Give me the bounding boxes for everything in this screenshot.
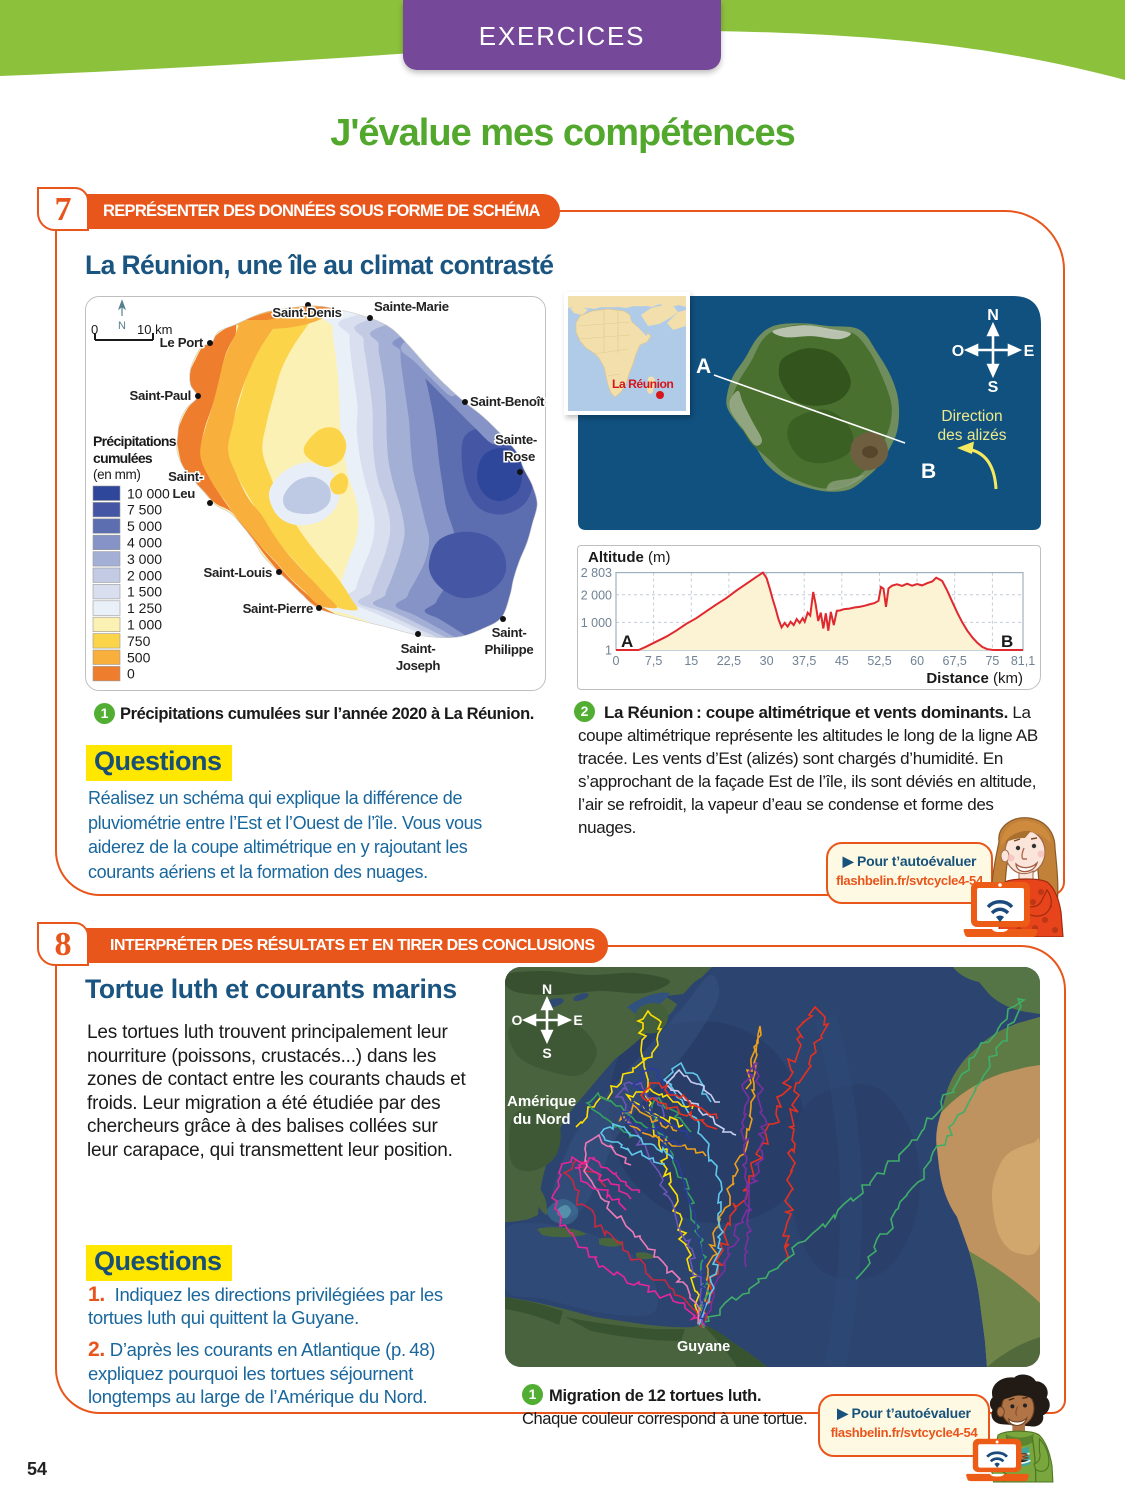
svg-text:Guyane: Guyane	[677, 1339, 730, 1355]
svg-text:La Réunion: La Réunion	[612, 377, 673, 391]
svg-text:3 000: 3 000	[127, 551, 162, 567]
svg-text:E: E	[1024, 343, 1035, 360]
svg-text:30: 30	[760, 654, 774, 668]
svg-text:Saint-Pierre: Saint-Pierre	[243, 601, 313, 616]
svg-text:S: S	[988, 379, 999, 396]
svg-text:Distance (km): Distance (km)	[926, 670, 1023, 687]
svg-text:(en mm): (en mm)	[93, 467, 140, 482]
svg-text:10 km: 10 km	[137, 322, 172, 337]
svg-text:A: A	[696, 355, 711, 378]
svg-text:52,5: 52,5	[867, 654, 891, 668]
svg-text:cumulées: cumulées	[93, 450, 153, 466]
svg-text:0: 0	[91, 322, 98, 337]
svg-text:Précipitations: Précipitations	[93, 433, 177, 449]
svg-text:N: N	[987, 307, 999, 324]
svg-text:S: S	[542, 1045, 551, 1061]
svg-text:Le Port: Le Port	[160, 335, 204, 350]
svg-text:des alizés: des alizés	[938, 427, 1007, 444]
svg-text:Leu: Leu	[172, 486, 195, 501]
svg-text:Joseph: Joseph	[396, 658, 441, 673]
svg-text:75: 75	[985, 654, 999, 668]
svg-text:Sainte-Marie: Sainte-Marie	[374, 299, 449, 314]
svg-text:Rose: Rose	[504, 449, 535, 464]
svg-text:2 000: 2 000	[127, 567, 162, 583]
svg-text:0: 0	[613, 654, 620, 668]
svg-text:Philippe: Philippe	[485, 642, 534, 657]
svg-text:81,1: 81,1	[1011, 654, 1035, 668]
svg-text:O: O	[512, 1012, 523, 1028]
svg-text:du Nord: du Nord	[513, 1111, 571, 1128]
svg-text:O: O	[952, 343, 964, 360]
svg-text:1 250: 1 250	[127, 600, 162, 616]
svg-text:15: 15	[684, 654, 698, 668]
svg-text:Saint-: Saint-	[492, 625, 527, 640]
svg-text:N: N	[118, 320, 126, 332]
svg-text:45: 45	[835, 654, 849, 668]
svg-text:2 000: 2 000	[581, 588, 612, 602]
svg-text:Saint-: Saint-	[168, 469, 203, 484]
svg-text:Saint-Louis: Saint-Louis	[204, 565, 273, 580]
svg-text:1 000: 1 000	[127, 617, 162, 633]
svg-text:Altitude (m): Altitude (m)	[588, 549, 670, 566]
svg-text:B: B	[921, 460, 936, 483]
svg-text:67,5: 67,5	[943, 654, 967, 668]
svg-text:7,5: 7,5	[645, 654, 662, 668]
svg-text:750: 750	[127, 633, 151, 649]
svg-text:B: B	[1001, 632, 1013, 651]
svg-text:Amérique: Amérique	[507, 1093, 576, 1110]
svg-text:E: E	[573, 1012, 582, 1028]
svg-text:N: N	[542, 981, 552, 997]
svg-text:10 000: 10 000	[127, 485, 170, 501]
svg-text:7 500: 7 500	[127, 502, 162, 518]
svg-text:60: 60	[910, 654, 924, 668]
svg-text:Direction: Direction	[941, 408, 1002, 425]
svg-text:500: 500	[127, 649, 151, 665]
svg-text:37,5: 37,5	[792, 654, 816, 668]
svg-text:1 500: 1 500	[127, 584, 162, 600]
svg-text:Saint-Denis: Saint-Denis	[272, 305, 341, 320]
svg-text:0: 0	[127, 666, 135, 682]
svg-text:1 000: 1 000	[581, 616, 612, 630]
svg-text:1: 1	[605, 644, 612, 658]
svg-text:4 000: 4 000	[127, 535, 162, 551]
svg-text:Saint-Paul: Saint-Paul	[130, 388, 191, 403]
svg-text:A: A	[621, 632, 633, 651]
svg-text:Sainte-: Sainte-	[495, 432, 537, 447]
svg-text:Saint-: Saint-	[401, 641, 436, 656]
svg-text:5 000: 5 000	[127, 518, 162, 534]
svg-text:2 803: 2 803	[581, 566, 612, 580]
svg-text:22,5: 22,5	[717, 654, 741, 668]
svg-text:Saint-Benoît: Saint-Benoît	[470, 394, 545, 409]
